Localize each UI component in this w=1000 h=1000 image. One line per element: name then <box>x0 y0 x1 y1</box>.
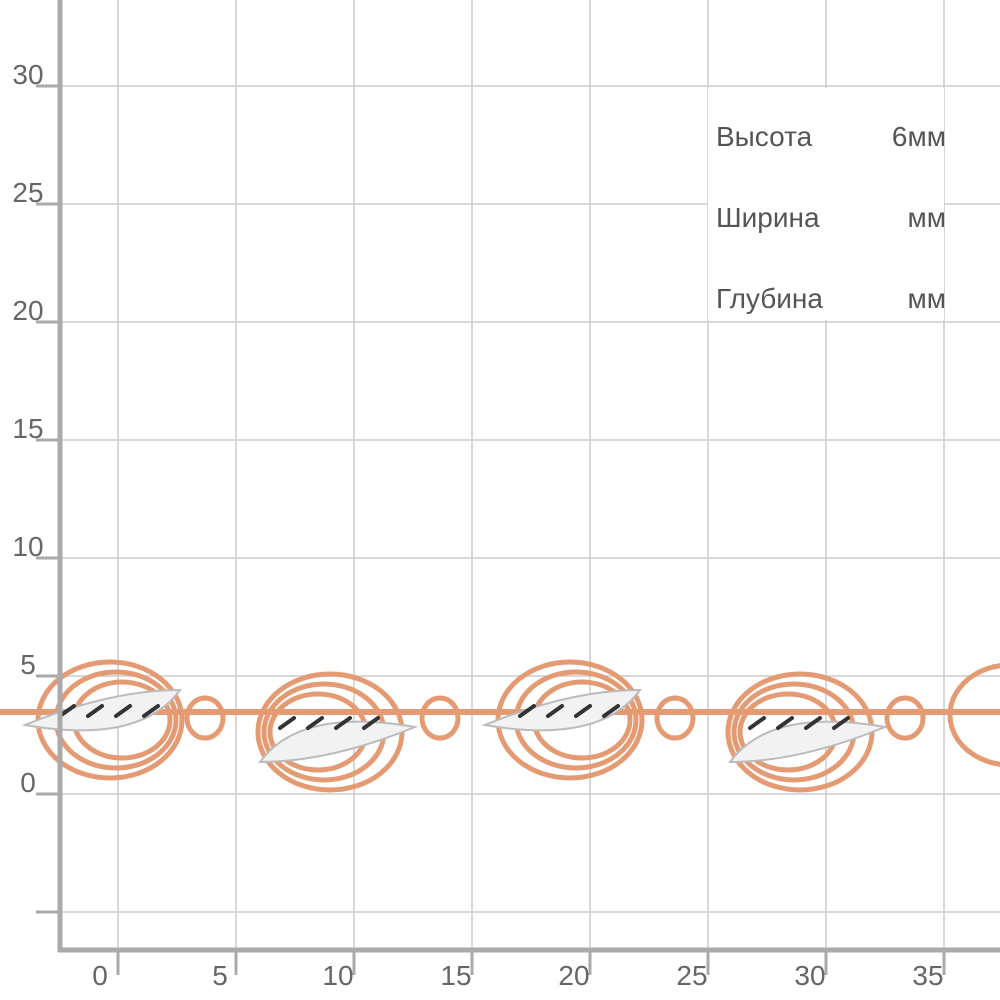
leaf-cut <box>114 704 132 718</box>
spec-label: Ширина <box>716 202 820 233</box>
leaf-cut <box>518 704 536 718</box>
bracelet <box>0 659 1000 793</box>
link-leaf <box>258 720 419 764</box>
x-label: 5 <box>212 960 228 991</box>
x-label: 10 <box>322 960 353 991</box>
link-leaf <box>21 688 182 732</box>
spec-panel <box>708 88 944 320</box>
spec-label: Глубина <box>716 283 823 314</box>
spec-label: Высота <box>716 121 813 152</box>
specs: Высота 6мм Ширина мм Глубина мм <box>716 121 946 314</box>
jump-ring <box>419 695 461 741</box>
y-label: 5 <box>20 649 36 680</box>
jump-ring <box>184 695 226 741</box>
leaf-cut <box>306 716 324 730</box>
leaf-cut <box>574 704 592 718</box>
x-label: 0 <box>92 960 108 991</box>
leaf-cut <box>832 716 850 730</box>
x-label: 15 <box>440 960 471 991</box>
x-label: 25 <box>676 960 707 991</box>
y-label: 15 <box>12 413 43 444</box>
leaf-cut <box>546 704 564 718</box>
leaf-cut <box>334 716 352 730</box>
x-label: 20 <box>558 960 589 991</box>
leaf-cut <box>278 716 296 730</box>
leaf-cut <box>362 716 380 730</box>
leaf-cut <box>86 704 104 718</box>
jump-ring <box>654 695 696 741</box>
y-label: 10 <box>12 531 43 562</box>
link-leaf <box>481 688 642 732</box>
axis-labels: 30 25 20 15 10 5 0 0 5 10 15 20 25 30 35 <box>12 59 943 991</box>
leaf-cut <box>602 704 620 718</box>
spec-value: мм <box>908 202 947 233</box>
link-leaf <box>728 720 889 764</box>
y-label: 0 <box>20 767 36 798</box>
leaf-cut <box>804 716 822 730</box>
leaf-cut <box>748 716 766 730</box>
x-label: 35 <box>912 960 943 991</box>
spec-value: мм <box>908 283 947 314</box>
link-frame <box>947 663 1000 767</box>
leaf-cut <box>142 704 160 718</box>
spec-value: 6мм <box>892 121 946 152</box>
y-label: 30 <box>12 59 43 90</box>
y-label: 20 <box>12 295 43 326</box>
y-label: 25 <box>12 177 43 208</box>
leaf-cut <box>776 716 794 730</box>
jump-ring <box>884 695 926 741</box>
x-label: 30 <box>794 960 825 991</box>
